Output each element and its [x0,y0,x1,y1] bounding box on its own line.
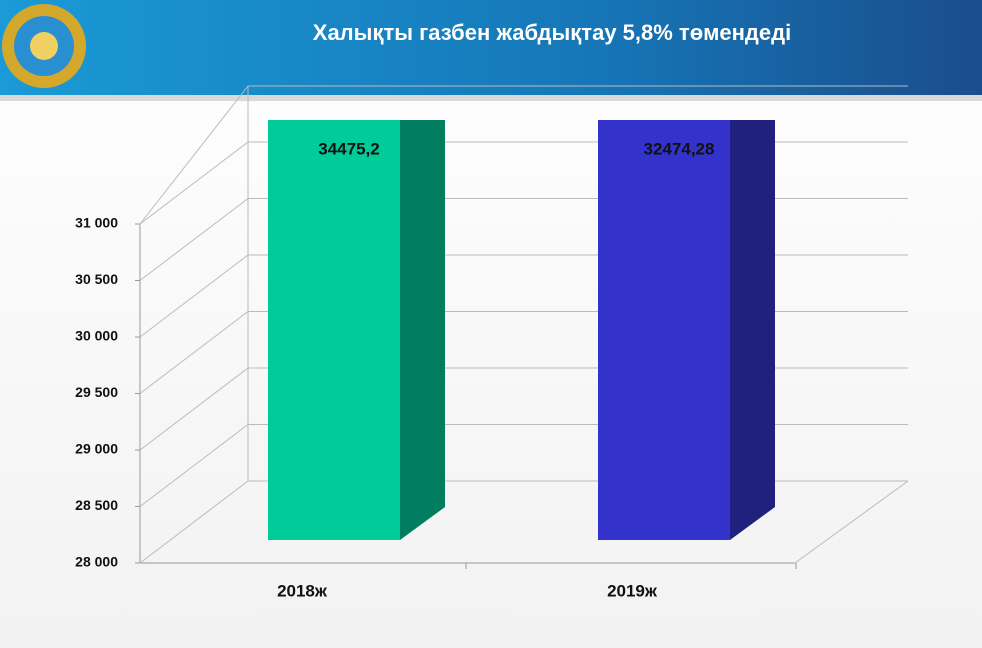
y-tick-label: 29 000 [75,441,118,457]
value-label: 34475,2 [318,139,379,158]
bars [268,120,775,541]
grid-line-diag [139,141,249,225]
chart-title: Халықты газбен жабдықтау 5,8% төмендеді [313,20,791,45]
grid-line-diag [139,367,249,451]
bar [598,120,730,540]
grid-line-diag [139,311,249,394]
grid-line-diag [139,480,249,564]
grid-line-diag [139,254,249,338]
x-tick-label: 2019ж [607,581,658,600]
y-tick-label: 28 500 [75,497,118,513]
emblem [2,4,86,88]
y-tick-label: 30 000 [75,328,118,344]
header [0,0,982,95]
bar [268,120,400,541]
bar-side [730,120,775,540]
bar-side [400,120,445,540]
y-tick-label: 29 500 [75,384,118,400]
back-top-diag [139,85,249,225]
grid-line-diag [139,424,249,507]
y-tick-label: 31 000 [75,215,118,231]
y-tick-label: 28 000 [75,554,118,570]
x-tick-label: 2018ж [277,581,328,600]
floor-right [794,480,909,564]
value-label: 32474,28 [644,139,715,158]
grid-line-diag [139,198,249,281]
plot: 28 000 28 500 29 000 29 500 30 000 30 500 31 0… [75,85,909,600]
y-tick-label: 30 500 [75,271,118,287]
header-shadow [0,95,982,101]
